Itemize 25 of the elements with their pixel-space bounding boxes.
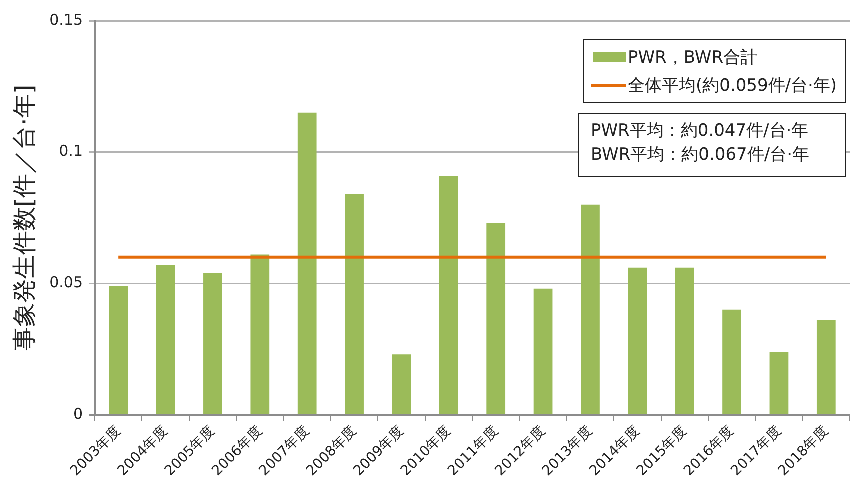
legend-label: PWR，BWR合計 — [628, 46, 758, 68]
bar — [250, 254, 270, 414]
bar — [722, 310, 742, 414]
bar — [628, 268, 648, 414]
bar — [298, 112, 317, 414]
bar — [770, 352, 789, 414]
bar — [392, 354, 412, 414]
bar — [675, 268, 694, 414]
bar — [156, 265, 176, 414]
bar — [204, 273, 222, 414]
bar — [534, 288, 553, 414]
bar — [581, 204, 600, 414]
bar — [816, 320, 836, 414]
legend-label: 全体平均(約0.059件/台·年) — [628, 74, 838, 96]
y-axis-title: 事象発生件数[件／台·年] — [10, 84, 39, 352]
y-tick-label: 0.15 — [50, 10, 83, 29]
y-tick-label: 0.05 — [50, 274, 83, 292]
y-tick-label: 0.1 — [59, 142, 83, 160]
bar — [109, 286, 128, 414]
bar — [486, 223, 506, 414]
annotation: PWR平均：約0.047件/台·年 — [591, 121, 809, 141]
annotation: BWR平均：約0.067件/台·年 — [591, 145, 810, 165]
bar — [439, 176, 458, 414]
bar — [345, 194, 364, 414]
y-tick-label: 0 — [73, 404, 83, 423]
